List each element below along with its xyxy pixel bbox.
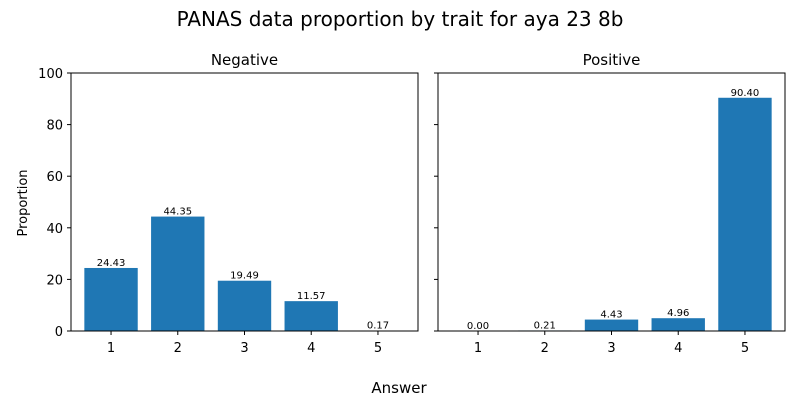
x-tick-label: 5 xyxy=(374,341,382,356)
data-label: 4.43 xyxy=(600,310,622,321)
data-label: 24.43 xyxy=(97,258,126,269)
subplot-title: Positive xyxy=(583,51,641,69)
panel-negative: Negative 24.43 44.35 19.49 11.57 0.17 1 2 3 4 5 0 20… xyxy=(38,51,419,356)
figure-title: PANAS data proportion by trait for aya 2… xyxy=(177,7,624,31)
x-tick-label: 2 xyxy=(541,341,549,356)
x-tick-label: 1 xyxy=(474,341,482,356)
x-tick-label: 4 xyxy=(307,341,315,356)
data-label: 11.57 xyxy=(297,291,326,302)
x-tick-label: 3 xyxy=(607,341,615,356)
subplot-title: Negative xyxy=(211,51,278,69)
panel-positive: Positive 0.00 0.21 4.43 4.96 90.40 1 2 3 4 5 xyxy=(434,51,786,356)
data-label: 0.17 xyxy=(367,321,389,332)
data-label: 19.49 xyxy=(230,271,259,282)
bar-4 xyxy=(651,318,705,331)
y-tick-label: 100 xyxy=(38,67,63,82)
x-tick-label: 2 xyxy=(174,341,182,356)
y-tick-label: 80 xyxy=(46,119,63,134)
x-tick-label: 4 xyxy=(674,341,682,356)
bar-3 xyxy=(217,280,272,331)
y-axis-label: Proportion xyxy=(16,169,31,236)
y-tick-label: 40 xyxy=(46,222,63,237)
bar-1 xyxy=(84,267,138,331)
bar-2 xyxy=(151,216,205,331)
bar-3 xyxy=(584,319,639,331)
x-tick-label: 3 xyxy=(240,341,248,356)
data-label: 44.35 xyxy=(163,207,192,218)
y-tick-label: 20 xyxy=(46,273,63,288)
bar-5 xyxy=(718,97,772,331)
x-axis-label: Answer xyxy=(371,379,427,397)
x-tick-label: 1 xyxy=(107,341,115,356)
data-label: 4.96 xyxy=(667,308,689,319)
data-label: 0.21 xyxy=(534,320,556,331)
data-label: 0.00 xyxy=(467,321,489,332)
y-tick-label: 60 xyxy=(46,170,63,185)
data-label: 90.40 xyxy=(731,88,760,99)
x-tick-label: 5 xyxy=(741,341,749,356)
y-tick-label: 0 xyxy=(55,325,63,340)
bar-4 xyxy=(284,301,338,331)
